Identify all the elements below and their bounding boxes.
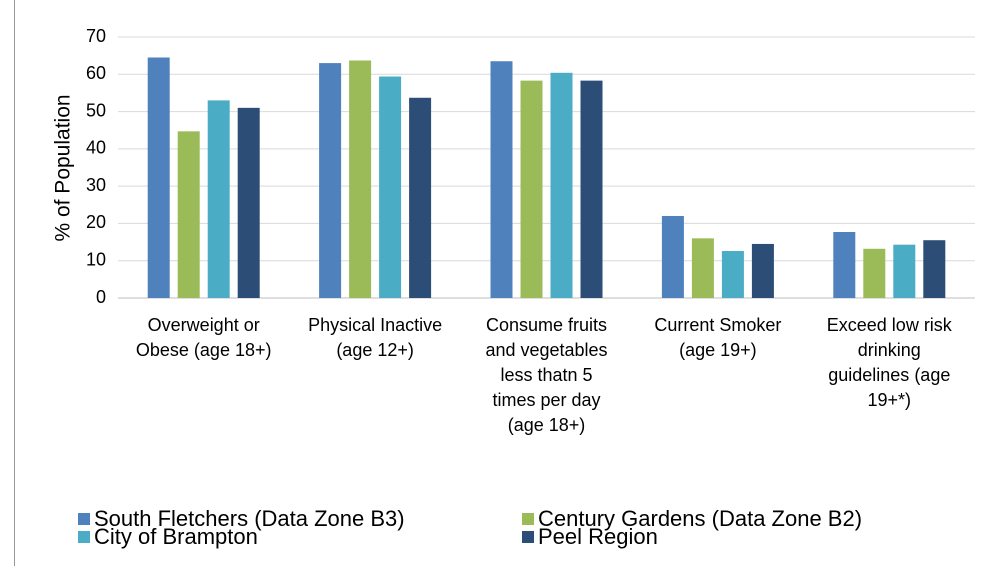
y-tick-label: 0 <box>96 287 106 307</box>
bar <box>409 97 432 298</box>
x-tick-label: Exceed low risk drinking guidelines (age 19… <box>827 315 953 410</box>
bar <box>207 100 230 298</box>
y-tick-label: 20 <box>86 212 106 232</box>
bar <box>893 244 916 298</box>
legend-swatch <box>522 513 534 525</box>
x-tick-label: Overweight or Obese (age 18+) <box>136 315 272 360</box>
bar <box>177 131 200 298</box>
y-tick-label: 60 <box>86 63 106 83</box>
bar <box>379 76 402 298</box>
bar <box>349 60 372 298</box>
y-tick-label: 50 <box>86 100 106 120</box>
bar <box>833 232 856 298</box>
bar <box>520 80 543 298</box>
legend-swatch <box>78 513 90 525</box>
bar <box>147 57 170 298</box>
bar <box>237 107 260 298</box>
bar <box>691 238 714 298</box>
bar <box>550 72 573 299</box>
legend-label: Peel Region <box>538 524 658 549</box>
legend-label: City of Brampton <box>94 524 258 549</box>
bar <box>661 215 684 298</box>
bar <box>863 248 886 298</box>
legend-label: Century Gardens (Data Zone B2) <box>538 506 862 531</box>
legend-swatch <box>78 531 90 543</box>
y-tick-label: 70 <box>86 26 106 46</box>
legend-label: South Fletchers (Data Zone B3) <box>94 506 405 531</box>
bar <box>751 243 774 298</box>
x-tick-label: Consume fruits and vegetables less thatn 5… <box>485 315 607 435</box>
x-tick-label: Physical Inactive (age 12+) <box>308 315 442 360</box>
y-tick-label: 30 <box>86 175 106 195</box>
bar <box>923 240 946 298</box>
y-tick-label: 10 <box>86 249 106 269</box>
y-tick-label: 40 <box>86 138 106 158</box>
legend-swatch <box>522 531 534 543</box>
bar <box>319 63 342 298</box>
x-tick-label: Current Smoker (age 19+) <box>654 315 781 360</box>
bar <box>490 61 513 298</box>
bar <box>721 251 744 298</box>
y-axis-label: % of Population <box>52 94 75 241</box>
bar <box>580 80 603 298</box>
